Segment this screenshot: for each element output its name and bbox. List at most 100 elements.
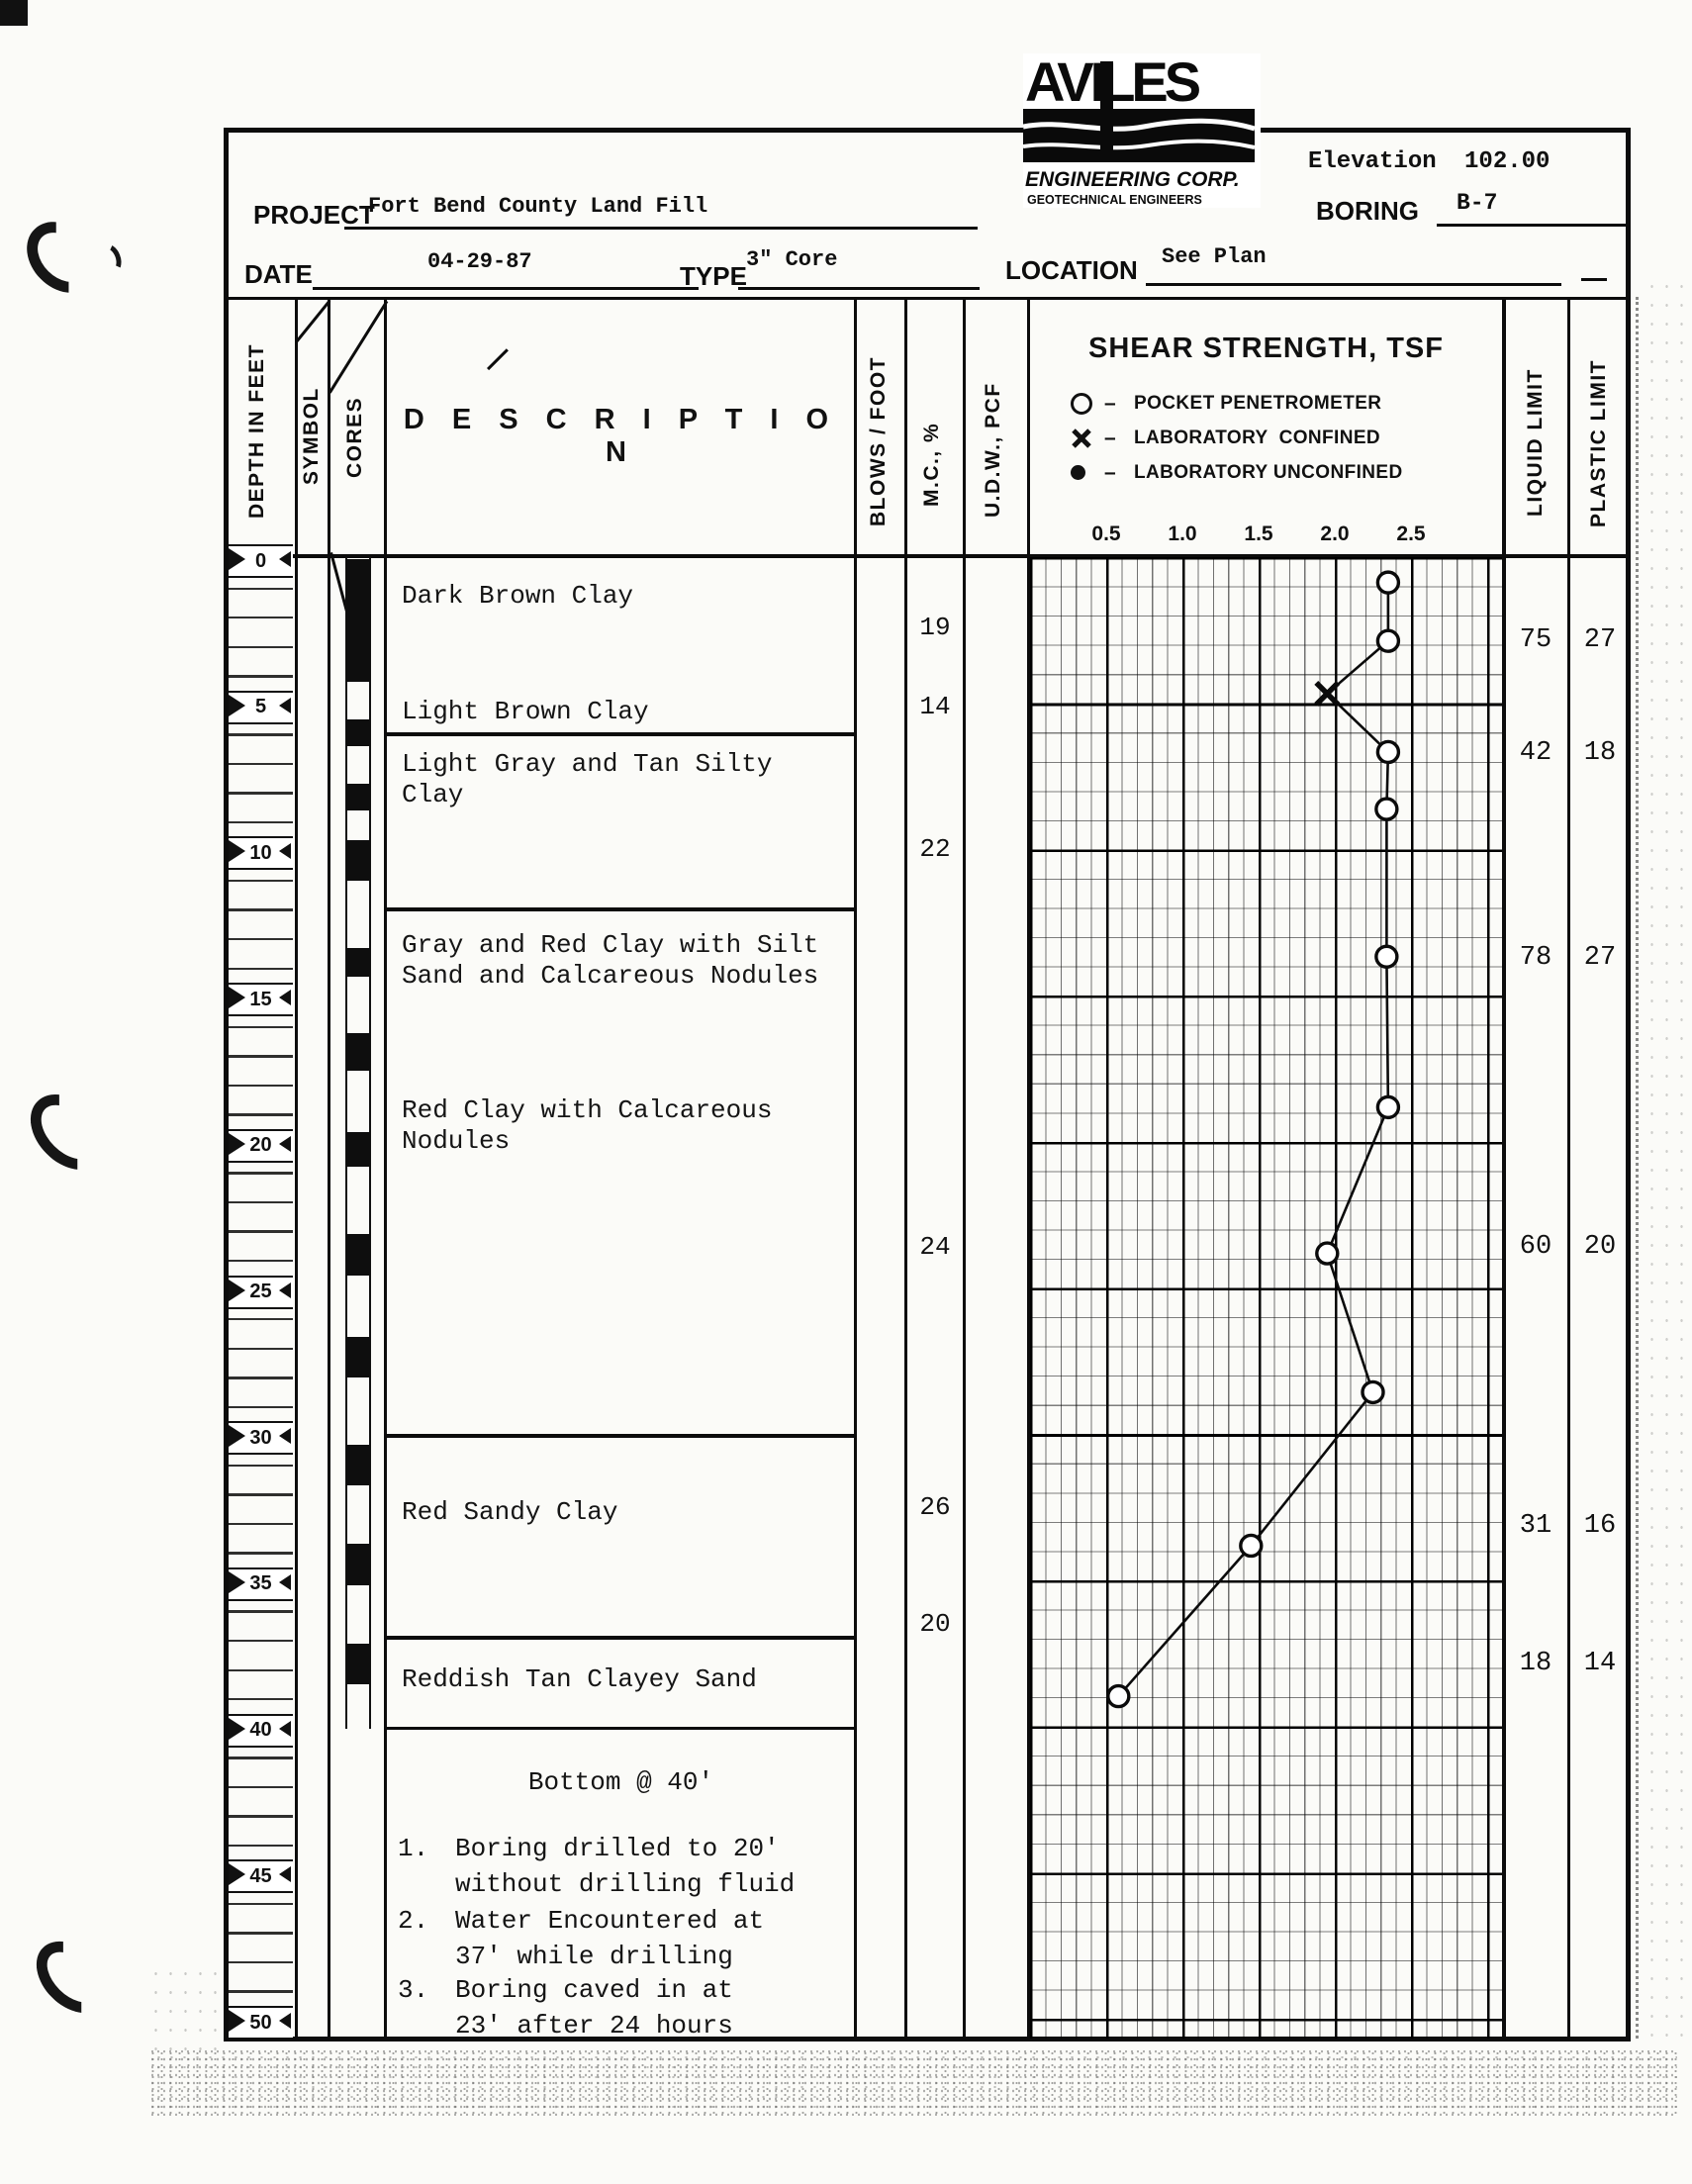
bottom-of-boring-note: Bottom @ 40' (527, 1767, 714, 1797)
location-label: LOCATION (1005, 255, 1138, 285)
legend-item-laboratory-confined: – LABORATORY CONFINED (1071, 421, 1380, 455)
legend-dash: – (1104, 391, 1116, 415)
legend-label: LABORATORY UNCONFINED (1134, 461, 1403, 483)
location-dash (1581, 278, 1607, 281)
layer-description: Gray and Red Clay with Silt Sand and Cal… (402, 930, 819, 992)
column-divider-cores (384, 299, 387, 2039)
elevation-field: Elevation 102.00 (1308, 148, 1550, 175)
depth-tick (229, 1464, 293, 1468)
core-run (346, 719, 370, 747)
elevation-label: Elevation (1308, 148, 1437, 175)
depth-tick (229, 1259, 293, 1263)
depth-arrow-left-icon (279, 1135, 291, 1152)
depth-arrow-right-icon (229, 987, 245, 1009)
note-number: 3. (398, 1975, 429, 2005)
depth-tick (229, 879, 293, 883)
note-text: Water Encountered at 37' while drilling (455, 1906, 765, 1971)
depth-tick (229, 967, 293, 970)
legend-item-pocket-penetrometer: – POCKET PENETROMETER (1071, 386, 1381, 421)
project-value: Fort Bend County Land Fill (368, 194, 708, 219)
column-divider-depth (295, 299, 298, 2039)
depth-arrow-left-icon (279, 1866, 291, 1883)
column-header-plastic-limit: PLASTIC LIMIT (1587, 359, 1610, 527)
legend-label: LABORATORY CONFINED (1134, 427, 1381, 448)
shear-axis-tick-label: 2.0 (1320, 522, 1350, 545)
pocket-penetrometer-point-icon (1375, 739, 1401, 765)
punch-hole-mark-middle (15, 1079, 122, 1186)
column-header-liquid-limit: LIQUID LIMIT (1524, 368, 1547, 518)
depth-tick (229, 1610, 293, 1613)
cores-bar (345, 557, 371, 1729)
legend-dash: – (1104, 460, 1116, 484)
core-run (346, 1032, 370, 1071)
note-text: Boring caved in at 23' after 24 hours (455, 1975, 733, 2041)
layer-description: Light Brown Clay (402, 697, 649, 727)
shear-strength-polyline (1117, 582, 1390, 1697)
depth-tick (229, 1757, 293, 1759)
logo-line2: GEOTECHNICAL ENGINEERS (1027, 193, 1202, 207)
depth-tick (229, 1522, 293, 1526)
core-run (346, 947, 370, 978)
open-circle-icon (1071, 392, 1104, 415)
shear-axis-tick-label: 0.5 (1091, 522, 1121, 545)
pocket-penetrometer-point-icon (1315, 1241, 1340, 1266)
boring-value: B-7 (1457, 190, 1498, 216)
layer-boundary-line (386, 1726, 854, 1731)
depth-arrow-right-icon (229, 1279, 245, 1301)
depth-arrow-right-icon (229, 694, 245, 716)
depth-arrow-left-icon (279, 843, 291, 860)
form-border (224, 128, 1631, 2042)
depth-tick (229, 1785, 293, 1789)
depth-tick (229, 792, 293, 795)
depth-tick (229, 1025, 293, 1029)
shear-strength-title: SHEAR STRENGTH, TSF (1088, 332, 1444, 364)
logo-wave-lower (1022, 139, 1256, 150)
depth-arrow-right-icon (229, 548, 245, 570)
pocket-penetrometer-point-icon (1106, 1683, 1131, 1709)
shear-axis-tick-label: 1.0 (1168, 522, 1197, 545)
plastic-limit-value: 14 (1583, 1649, 1617, 1679)
location-value: See Plan (1162, 244, 1267, 269)
pocket-penetrometer-point-icon (1375, 1094, 1401, 1120)
project-label: PROJECT (253, 200, 375, 230)
depth-tick (229, 1172, 293, 1175)
depth-arrow-right-icon (229, 1570, 245, 1593)
depth-tick (229, 733, 293, 736)
column-divider-description (854, 299, 857, 2039)
mc-value: 24 (919, 1232, 951, 1263)
x-mark-icon (1071, 427, 1104, 449)
depth-tick (229, 1990, 293, 1993)
depth-arrow-right-icon (229, 840, 245, 863)
logo-i-bar (1100, 61, 1113, 160)
mc-value: 22 (919, 834, 951, 865)
boring-label: BORING (1316, 196, 1419, 226)
column-header-udw: U.D.W., PCF (982, 382, 1004, 519)
note-item-3: 3. Boring caved in at 23' after 24 hours (398, 1972, 845, 2043)
layer-description: Light Gray and Tan Silty Clay (402, 749, 773, 809)
depth-arrow-left-icon (279, 990, 291, 1006)
depth-tick (229, 617, 293, 619)
depth-tick (229, 1552, 293, 1555)
core-run (346, 559, 370, 683)
grid-top-line (224, 554, 1631, 558)
depth-tick (229, 1084, 293, 1088)
logo-strata-band (1023, 109, 1255, 162)
depth-tick (229, 1960, 293, 1964)
mc-value: 19 (919, 612, 951, 642)
type-underline (738, 287, 980, 290)
depth-tick (229, 1200, 293, 1204)
depth-arrow-left-icon (279, 1720, 291, 1737)
layer-boundary-line (386, 1636, 854, 1640)
plastic-limit-value: 16 (1583, 1511, 1617, 1542)
scan-edge-dots (1636, 297, 1639, 2039)
core-run (346, 1544, 370, 1585)
liquid-limit-value: 78 (1519, 942, 1552, 973)
shear-strength-data (1106, 570, 1401, 1709)
column-divider-chart (1502, 299, 1506, 2039)
depth-tick (229, 675, 293, 678)
date-label: DATE (244, 259, 313, 289)
liquid-limit-value: 18 (1519, 1649, 1552, 1679)
column-header-blows: BLOWS / FOOT (867, 356, 890, 526)
